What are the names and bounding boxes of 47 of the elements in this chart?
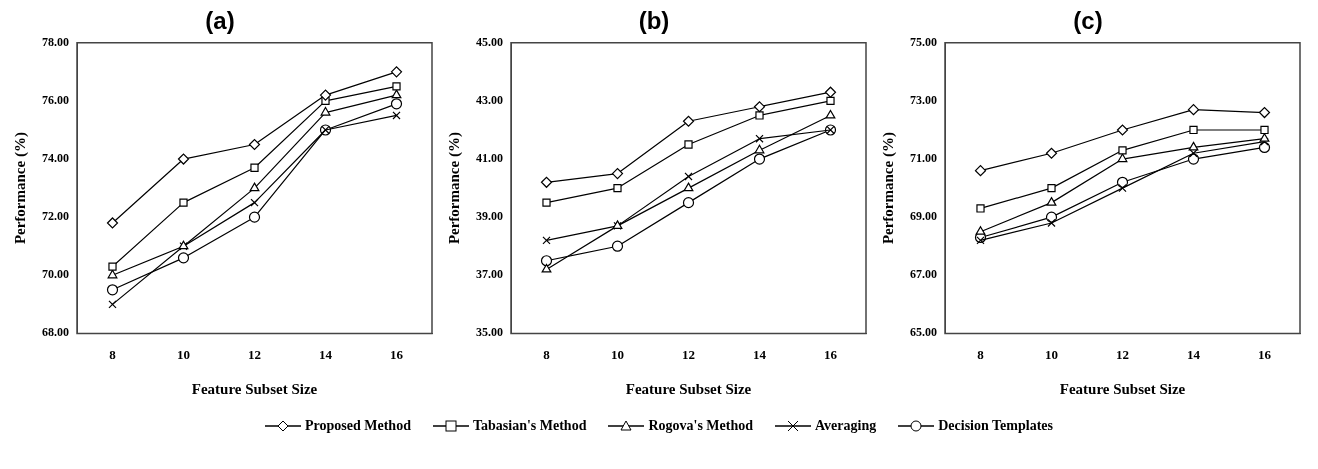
legend-label: Rogova's Method bbox=[648, 418, 754, 434]
x-tick-label: 10 bbox=[1045, 346, 1058, 362]
x-tick-label: 10 bbox=[611, 346, 624, 362]
x-tick-label: 16 bbox=[824, 346, 838, 362]
y-tick-label: 72.00 bbox=[42, 209, 69, 224]
x-axis-title: Feature Subset Size bbox=[625, 380, 752, 397]
y-tick-label: 71.00 bbox=[910, 151, 937, 166]
legend-label: Decision Templates bbox=[938, 418, 1053, 434]
y-tick-label: 75.00 bbox=[910, 34, 937, 49]
chart-title: (c) bbox=[1073, 7, 1103, 35]
x-tick-label: 16 bbox=[1258, 346, 1272, 362]
y-tick-label: 37.00 bbox=[476, 267, 503, 282]
x-tick-label: 8 bbox=[543, 346, 551, 362]
y-tick-label: 65.00 bbox=[910, 325, 937, 340]
y-tick-label: 76.00 bbox=[42, 93, 69, 108]
legend-label: Averaging bbox=[815, 418, 877, 434]
y-tick-label: 68.00 bbox=[42, 325, 69, 340]
y-tick-label: 78.00 bbox=[42, 34, 69, 49]
chart-title: (a) bbox=[205, 7, 235, 35]
y-tick-label: 35.00 bbox=[476, 325, 503, 340]
y-tick-label: 70.00 bbox=[42, 267, 69, 282]
y-tick-label: 39.00 bbox=[476, 209, 503, 224]
x-tick-label: 8 bbox=[977, 346, 985, 362]
y-tick-label: 45.00 bbox=[476, 34, 503, 49]
y-axis-title: Performance (%) bbox=[879, 132, 897, 245]
x-tick-label: 16 bbox=[390, 346, 404, 362]
y-tick-label: 74.00 bbox=[42, 151, 69, 166]
legend-label: Proposed Method bbox=[305, 418, 411, 434]
x-tick-label: 12 bbox=[1116, 346, 1129, 362]
y-tick-label: 43.00 bbox=[476, 93, 503, 108]
y-tick-label: 73.00 bbox=[910, 93, 937, 108]
x-tick-label: 10 bbox=[177, 346, 190, 362]
chart-title: (b) bbox=[638, 7, 670, 35]
x-tick-label: 14 bbox=[1187, 346, 1201, 362]
y-axis-title: Performance (%) bbox=[11, 132, 29, 245]
y-axis-title: Performance (%) bbox=[445, 132, 463, 245]
x-tick-label: 12 bbox=[682, 346, 695, 362]
x-axis-title: Feature Subset Size bbox=[1059, 380, 1186, 397]
x-tick-label: 14 bbox=[753, 346, 767, 362]
x-tick-label: 8 bbox=[109, 346, 117, 362]
y-tick-label: 41.00 bbox=[476, 151, 503, 166]
legend-label: Tabasian's Method bbox=[472, 418, 587, 434]
y-tick-label: 69.00 bbox=[910, 209, 937, 224]
x-axis-title: Feature Subset Size bbox=[191, 380, 318, 397]
x-tick-label: 14 bbox=[319, 346, 333, 362]
x-tick-label: 12 bbox=[248, 346, 261, 362]
y-tick-label: 67.00 bbox=[910, 267, 937, 282]
